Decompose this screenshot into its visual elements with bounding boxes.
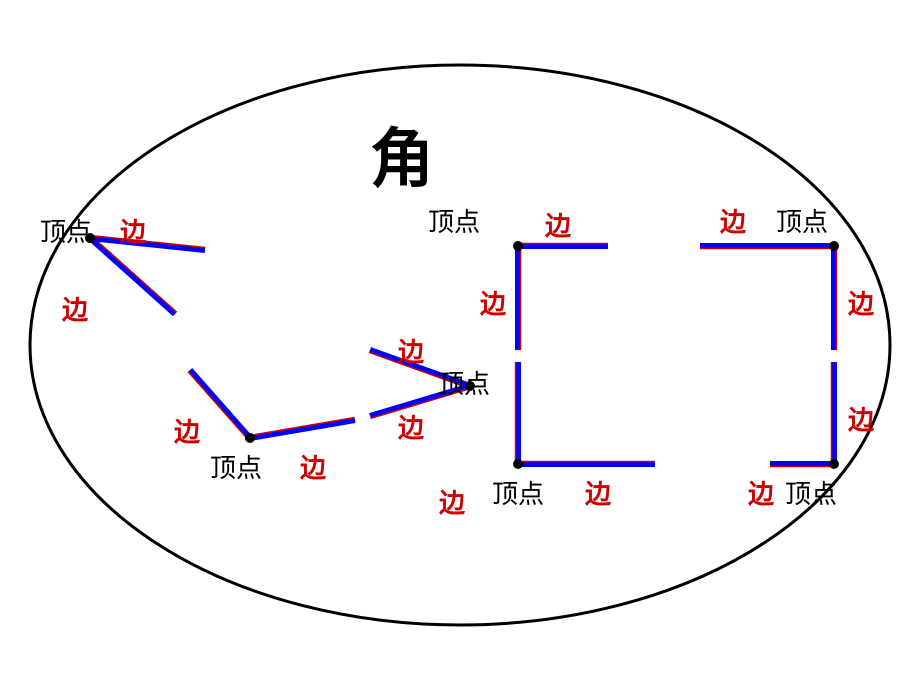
edge-label: 边	[62, 290, 88, 327]
edge-label: 边	[300, 448, 326, 485]
angle-ray	[90, 238, 205, 250]
edge-label: 边	[120, 212, 146, 249]
vertex-dot	[245, 433, 255, 443]
angle-ray	[90, 238, 175, 314]
container-ellipse	[30, 65, 890, 625]
vertex-dot	[829, 459, 839, 469]
vertex-dot	[829, 241, 839, 251]
vertex-label: 顶点	[785, 474, 837, 511]
vertex-label: 顶点	[210, 448, 262, 485]
diagram-title: 角	[370, 108, 434, 200]
vertex-dot	[513, 459, 523, 469]
diagram-canvas	[0, 0, 920, 690]
vertex-label: 顶点	[438, 364, 490, 401]
edge-label: 边	[748, 474, 774, 511]
edge-label: 边	[398, 332, 424, 369]
edge-label: 边	[585, 474, 611, 511]
angle-ray-underline	[250, 418, 355, 436]
vertex-label: 顶点	[492, 474, 544, 511]
vertex-label: 顶点	[776, 202, 828, 239]
edge-label: 边	[398, 408, 424, 445]
vertex-label: 顶点	[428, 202, 480, 239]
vertex-dot	[513, 241, 523, 251]
edge-label: 边	[848, 284, 874, 321]
edge-label: 边	[545, 206, 571, 243]
edge-label: 边	[439, 483, 465, 520]
edge-label: 边	[480, 284, 506, 321]
edge-label: 边	[848, 400, 874, 437]
angle-ray	[250, 420, 355, 438]
vertex-label: 顶点	[40, 212, 92, 249]
edge-label: 边	[174, 412, 200, 449]
edge-label: 边	[720, 202, 746, 239]
